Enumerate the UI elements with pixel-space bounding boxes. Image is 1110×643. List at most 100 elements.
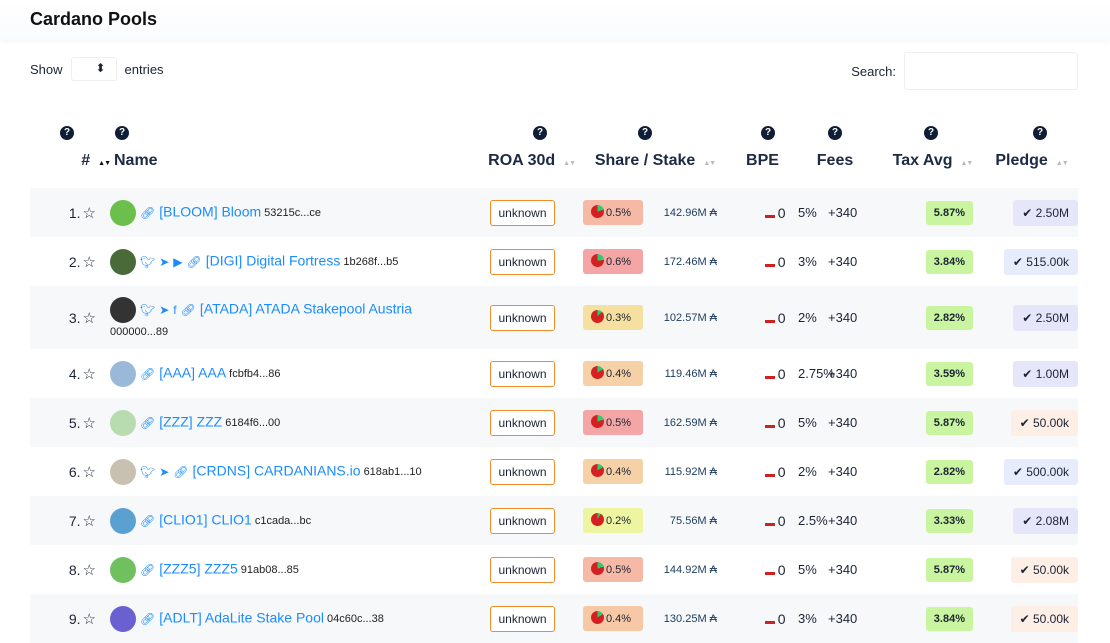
sort-icon[interactable]: ▲▼ xyxy=(703,160,716,167)
link-icon[interactable]: 🔗︎ xyxy=(140,562,156,577)
sort-icon[interactable]: ▲▼ xyxy=(1055,160,1069,167)
sort-icon[interactable]: ▲▼ xyxy=(563,160,576,167)
column-header-name[interactable]: ? Name xyxy=(110,118,470,188)
link-icon[interactable]: 🔗︎ xyxy=(180,303,196,317)
star-icon[interactable]: ☆ xyxy=(82,512,96,530)
pie-icon xyxy=(591,611,604,624)
roa-badge: unknown xyxy=(490,360,555,387)
help-icon[interactable]: ? xyxy=(828,126,842,140)
pledge-cell: ✔ 50.00k xyxy=(985,398,1078,447)
column-header-roa[interactable]: ? ROA 30d ▲▼ xyxy=(470,118,576,188)
share-cell: 0.5% 142.96M ₳ xyxy=(575,188,735,237)
column-header-share[interactable]: ? Share / Stake ▲▼ xyxy=(575,118,735,188)
link-icon[interactable]: 🔗︎ xyxy=(173,464,189,479)
rank: 7. xyxy=(68,512,81,529)
column-header-tax[interactable]: ? Tax Avg ▲▼ xyxy=(880,118,985,188)
star-icon[interactable]: ☆ xyxy=(82,561,96,579)
pool-name-link[interactable]: [DIGI] Digital Fortress xyxy=(205,251,341,268)
share-badge: 0.5% xyxy=(583,410,643,435)
fee-fixed: +340 xyxy=(828,415,858,430)
column-header-pledge[interactable]: ? Pledge ▲▼ xyxy=(985,118,1078,188)
help-icon[interactable]: ? xyxy=(924,126,938,140)
pool-avatar xyxy=(110,605,136,632)
table-row: 3. ☆ 🐦︎ ➤ f 🔗︎ [ATADA] ATADA Stakepool Austri… xyxy=(30,286,1078,349)
name-cell: 🐦︎ ➤ f 🔗︎ [ATADA] ATADA Stakepool Austria 000… xyxy=(110,286,470,349)
column-header-fees[interactable]: ? Fees xyxy=(790,118,880,188)
tax-cell: 3.33% xyxy=(880,496,985,545)
twitter-icon[interactable]: 🐦︎ xyxy=(140,303,156,317)
help-icon[interactable]: ? xyxy=(533,126,547,140)
pool-id: 91ab08...85 xyxy=(240,563,299,576)
column-header-label: Name xyxy=(114,152,158,169)
name-cell: 🔗︎ [AAA] AAA fcbfb4...86 xyxy=(110,349,470,398)
star-icon[interactable]: ☆ xyxy=(82,414,96,432)
table-row: 8. ☆ 🔗︎ [ZZZ5] ZZZ5 91ab08...85 unknown 0.5… xyxy=(30,545,1078,594)
twitter-icon[interactable]: 🐦︎ xyxy=(140,464,156,479)
tax-badge: 5.87% xyxy=(925,557,973,582)
tax-cell: 2.82% xyxy=(880,447,985,496)
pool-name-link[interactable]: [ATADA] ATADA Stakepool Austria xyxy=(199,300,413,317)
table-row: 4. ☆ 🔗︎ [AAA] AAA fcbfb4...86 unknown 0.4% 1… xyxy=(30,349,1078,398)
pool-name-link[interactable]: [CRDNS] CARDANIANS.io xyxy=(192,461,361,478)
pool-id: 53215c...ce xyxy=(264,206,322,219)
stake-value: 75.56M ₳ xyxy=(669,514,717,527)
star-icon[interactable]: ☆ xyxy=(82,365,96,383)
column-header-label: BPE xyxy=(746,152,779,169)
help-icon[interactable]: ? xyxy=(115,126,129,140)
sort-icon[interactable]: ▲▼ xyxy=(960,160,974,167)
link-icon[interactable]: 🔗︎ xyxy=(186,254,202,269)
fees-cell: 5% +340 xyxy=(790,398,880,447)
column-header-bpe[interactable]: ? BPE xyxy=(735,118,790,188)
telegram-icon[interactable]: ➤ xyxy=(159,303,170,317)
help-icon[interactable]: ? xyxy=(60,126,74,140)
telegram-icon[interactable]: ➤ xyxy=(159,254,170,269)
fee-percent: 3% xyxy=(798,254,817,269)
roa-cell: unknown xyxy=(470,594,575,643)
entries-select[interactable] xyxy=(70,57,117,81)
rank-cell: 1. ☆ xyxy=(30,188,110,237)
pool-name-link[interactable]: [AAA] AAA xyxy=(159,363,227,380)
name-cell: 🔗︎ [BLOOM] Bloom 53215c...ce xyxy=(110,188,470,237)
help-icon[interactable]: ? xyxy=(761,126,775,140)
help-icon[interactable]: ? xyxy=(1033,126,1047,140)
youtube-icon[interactable]: ▶ xyxy=(173,254,183,269)
link-icon[interactable]: 🔗︎ xyxy=(140,513,156,528)
link-icon[interactable]: 🔗︎ xyxy=(140,205,156,220)
star-icon[interactable]: ☆ xyxy=(82,309,96,327)
pledge-value: 50.00k xyxy=(1032,415,1069,430)
tax-cell: 2.82% xyxy=(880,286,985,349)
pool-name-link[interactable]: [ZZZ] ZZZ xyxy=(159,412,223,429)
sort-icon[interactable]: ▲▼ xyxy=(98,160,111,167)
share-value: 0.2% xyxy=(606,515,632,527)
star-icon[interactable]: ☆ xyxy=(82,204,96,222)
bpe-indicator: ▬ xyxy=(765,615,778,627)
twitter-icon[interactable]: 🐦︎ xyxy=(140,254,156,269)
bpe-value: 0 xyxy=(777,512,786,529)
check-icon: ✔ xyxy=(1019,415,1033,430)
link-icon[interactable]: 🔗︎ xyxy=(140,415,156,430)
pie-icon xyxy=(591,513,604,526)
star-icon[interactable]: ☆ xyxy=(82,610,96,628)
pool-name-link[interactable]: [ADLT] AdaLite Stake Pool xyxy=(159,608,324,625)
pie-icon xyxy=(591,205,604,218)
pledge-value: 50.00k xyxy=(1032,562,1069,577)
pool-name-link[interactable]: [BLOOM] Bloom xyxy=(159,202,262,219)
help-icon[interactable]: ? xyxy=(638,126,652,140)
star-icon[interactable]: ☆ xyxy=(82,463,96,481)
star-icon[interactable]: ☆ xyxy=(82,253,96,271)
fee-percent: 2% xyxy=(798,310,817,325)
telegram-icon[interactable]: ➤ xyxy=(159,464,170,479)
roa-cell: unknown xyxy=(470,496,575,545)
pledge-badge: ✔ 50.00k xyxy=(1010,605,1078,632)
pool-name-link[interactable]: [ZZZ5] ZZZ5 xyxy=(159,559,238,576)
pool-name-link[interactable]: [CLIO1] CLIO1 xyxy=(159,510,252,527)
table-row: 5. ☆ 🔗︎ [ZZZ] ZZZ 6184f6...00 unknown 0.5% 1… xyxy=(30,398,1078,447)
search-input[interactable] xyxy=(904,52,1078,90)
link-icon[interactable]: 🔗︎ xyxy=(140,366,156,381)
facebook-icon[interactable]: f xyxy=(173,303,177,317)
link-icon[interactable]: 🔗︎ xyxy=(140,611,156,626)
entries-label: entries xyxy=(124,61,164,77)
column-header-rank[interactable]: ? # ▲▼ xyxy=(30,118,111,188)
pool-avatar xyxy=(110,360,136,387)
pledge-badge: ✔ 515.00k xyxy=(1003,248,1078,275)
